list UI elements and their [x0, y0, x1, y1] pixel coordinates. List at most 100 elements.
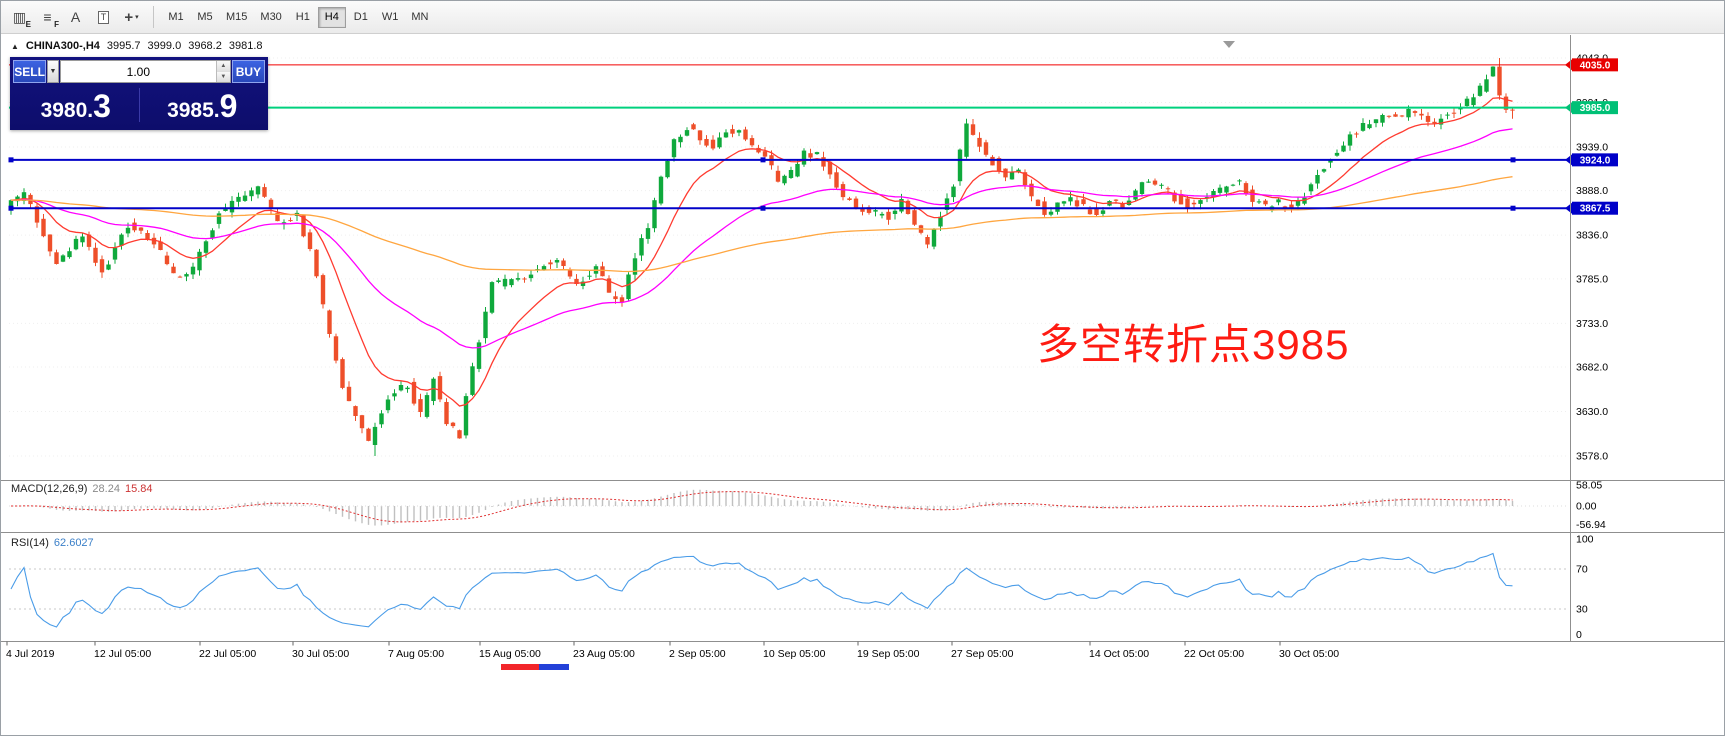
candle-body [1412, 111, 1418, 113]
volume-decrease-button[interactable]: ▼ [216, 71, 230, 82]
buy-button[interactable]: BUY [231, 60, 266, 83]
hline-handle[interactable] [8, 205, 14, 211]
volume-spinner: ▲ ▼ [215, 61, 230, 82]
candle-body [613, 296, 618, 300]
dropdown-arrow-icon: ▾ [135, 14, 139, 21]
chart-shift-marker[interactable] [1223, 41, 1235, 48]
charts-icon[interactable]: ▥ E [6, 5, 33, 29]
timeframe-m1[interactable]: M1 [162, 7, 190, 28]
candle-body [1497, 66, 1502, 96]
rsi-axis-label: 100 [1576, 534, 1594, 546]
candle-body [470, 366, 475, 395]
text-tool-icon-glyph: A [70, 9, 81, 25]
candle-body [496, 280, 501, 282]
bar-close: 3981.8 [228, 40, 263, 52]
timeframe-d1[interactable]: D1 [347, 7, 375, 28]
candle-body [184, 274, 189, 277]
bottom-strip-blue [539, 664, 569, 670]
candle-body [392, 393, 397, 397]
bid-pip-digit: 3 [93, 88, 111, 124]
sell-button[interactable]: SELL [13, 60, 47, 83]
candle-body [353, 406, 358, 416]
macd-signal-line [11, 491, 1513, 523]
candle-body [1217, 187, 1223, 193]
candle-body [970, 124, 976, 135]
candle-body [1263, 200, 1268, 205]
candle-body [840, 184, 846, 198]
timeframe-m5[interactable]: M5 [191, 7, 219, 28]
hline-handle[interactable] [8, 157, 14, 163]
price-badge-label: 4035.0 [1580, 60, 1611, 71]
candle-body [437, 376, 443, 400]
price-chart-canvas[interactable]: 4043.03991.03939.03888.03836.03785.03733… [1, 35, 1725, 736]
timeframe-w1[interactable]: W1 [376, 7, 405, 28]
candle-body [1243, 183, 1249, 195]
text-tool-icon[interactable]: A [62, 5, 89, 29]
hline-handle[interactable] [1510, 205, 1516, 211]
candle-body [242, 195, 248, 201]
ohlc-toggle-icon[interactable]: ▲ [11, 41, 19, 51]
candle-body [1308, 184, 1314, 192]
dropdown-caret-icon: ▼ [49, 68, 57, 75]
rsi-axis-label: 0 [1576, 629, 1582, 641]
candle-body [1393, 114, 1398, 117]
bid-price: 3980.3 [13, 90, 139, 122]
candle-body [93, 247, 98, 263]
candle-body [80, 236, 85, 243]
toolbar: ▥ E ≡ F A T + ▾ M1 M5 M15 M30 H1 H4 D1 W1 MN [1, 1, 1724, 34]
timeframe-m15[interactable]: M15 [220, 7, 253, 28]
candle-body [912, 210, 917, 225]
candle-body [567, 270, 573, 277]
volume-input[interactable] [60, 61, 216, 82]
rsi-axis-label: 70 [1576, 564, 1588, 576]
candle-body [203, 241, 209, 253]
hline-handle[interactable] [1510, 157, 1516, 163]
volume-increase-button[interactable]: ▲ [216, 61, 230, 72]
candle-body [307, 232, 313, 249]
candle-body [125, 227, 131, 234]
indicators-icon[interactable]: ≡ F [34, 5, 61, 29]
hline-handle[interactable] [760, 157, 766, 163]
candle-body [333, 336, 339, 361]
candle-body [821, 157, 826, 167]
crosshair-tool-icon[interactable]: + ▾ [118, 5, 145, 29]
candle-body [1445, 114, 1450, 116]
candle-body [1061, 201, 1067, 204]
candle-body [1282, 206, 1288, 208]
timeframe-h1[interactable]: H1 [289, 7, 317, 28]
candle-body [561, 260, 566, 266]
candle-body [106, 264, 111, 270]
candle-body [164, 255, 170, 265]
hline-handle[interactable] [760, 205, 766, 211]
candle-body [301, 215, 306, 237]
candle-body [255, 186, 261, 195]
bottom-strip-red [501, 664, 539, 670]
candle-body [327, 310, 332, 334]
candle-body [1152, 180, 1158, 185]
candle-body [177, 276, 183, 278]
candle-body [795, 163, 800, 177]
timeframe-m30[interactable]: M30 [254, 7, 287, 28]
bid-main-digits: 3980. [40, 99, 94, 122]
candle-body [1230, 184, 1236, 186]
timeframe-mn[interactable]: MN [405, 7, 434, 28]
timeframe-h4[interactable]: H4 [317, 6, 346, 28]
candle-body [1419, 113, 1424, 116]
macd-axis-label: -56.94 [1576, 519, 1606, 531]
candle-body [957, 149, 963, 182]
x-axis-date-label: 19 Sep 05:00 [857, 648, 920, 660]
candle-body [359, 415, 365, 429]
candle-body [288, 220, 293, 222]
candle-body [34, 206, 40, 223]
label-tool-icon[interactable]: T [90, 5, 117, 29]
volume-dropdown-button[interactable]: ▼ [47, 60, 59, 83]
x-axis-date-label: 30 Jul 05:00 [292, 648, 349, 660]
candle-body [639, 238, 644, 256]
price-badge [1572, 201, 1618, 215]
candle-body [1198, 200, 1203, 204]
candle-body [229, 200, 235, 213]
candle-body [899, 199, 904, 212]
candle-body [1139, 182, 1145, 194]
candle-body [827, 161, 833, 175]
candle-body [418, 399, 423, 412]
